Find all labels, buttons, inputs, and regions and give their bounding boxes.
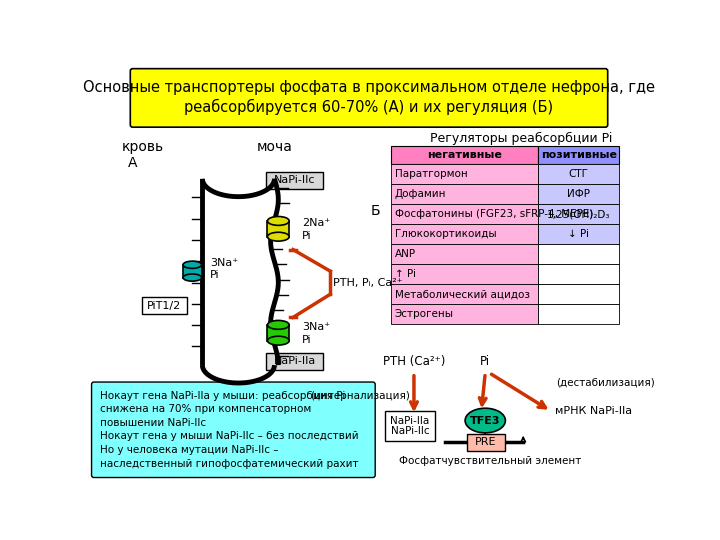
Text: NaPi-IIa: NaPi-IIa <box>274 356 316 366</box>
FancyBboxPatch shape <box>391 204 538 224</box>
Ellipse shape <box>267 232 289 241</box>
Ellipse shape <box>183 261 202 268</box>
Text: 1,25(OH)₂D₃: 1,25(OH)₂D₃ <box>547 209 611 219</box>
Text: негативные: негативные <box>427 150 502 160</box>
FancyBboxPatch shape <box>183 265 202 278</box>
Text: ANP: ANP <box>395 249 415 259</box>
Text: PTH, Pᵢ, Ca²⁺: PTH, Pᵢ, Ca²⁺ <box>333 278 403 288</box>
Text: Pi: Pi <box>210 270 220 280</box>
FancyBboxPatch shape <box>538 146 619 164</box>
Text: Дофамин: Дофамин <box>395 189 446 199</box>
Text: Фосфатонины (FGF23, sFRP-4, MEPE): Фосфатонины (FGF23, sFRP-4, MEPE) <box>395 209 593 219</box>
Text: Нокаут гена NaPi-IIa у мыши: реабсорбция Pi
снижена на 70% при компенсаторном
по: Нокаут гена NaPi-IIa у мыши: реабсорбция… <box>100 390 359 469</box>
Text: Регуляторы реабсорбции Pi: Регуляторы реабсорбции Pi <box>430 132 612 145</box>
Text: ИФР: ИФР <box>567 189 590 199</box>
Text: (интернализация): (интернализация) <box>310 391 410 401</box>
Text: TFE3: TFE3 <box>470 416 500 426</box>
Text: Фосфатчувствительный элемент: Фосфатчувствительный элемент <box>399 456 581 465</box>
Text: кровь: кровь <box>122 140 163 154</box>
FancyBboxPatch shape <box>391 224 538 244</box>
FancyBboxPatch shape <box>391 284 538 304</box>
Text: А: А <box>128 157 138 170</box>
FancyBboxPatch shape <box>538 204 619 224</box>
Text: позитивные: позитивные <box>541 150 616 160</box>
Text: ↓ Pi: ↓ Pi <box>568 229 589 239</box>
Text: PiT1/2: PiT1/2 <box>148 301 181 311</box>
Text: Pi: Pi <box>302 335 312 345</box>
Text: 3Na⁺: 3Na⁺ <box>210 259 238 268</box>
Ellipse shape <box>267 320 289 329</box>
Text: 3Na⁺: 3Na⁺ <box>302 322 330 332</box>
FancyBboxPatch shape <box>391 264 538 284</box>
Text: Основные транспортеры фосфата в проксимальном отделе нефрона, где: Основные транспортеры фосфата в проксима… <box>83 80 655 96</box>
Text: моча: моча <box>256 140 292 154</box>
FancyBboxPatch shape <box>385 411 435 441</box>
Ellipse shape <box>267 217 289 225</box>
FancyBboxPatch shape <box>538 264 619 284</box>
Ellipse shape <box>267 336 289 345</box>
FancyBboxPatch shape <box>91 382 375 477</box>
Text: NaPi-IIc: NaPi-IIc <box>274 176 315 185</box>
Text: мРНК NaPi-IIa: мРНК NaPi-IIa <box>555 406 632 416</box>
FancyBboxPatch shape <box>267 325 289 341</box>
FancyBboxPatch shape <box>391 146 538 164</box>
Text: PTH (Ca²⁺): PTH (Ca²⁺) <box>383 355 445 368</box>
Text: Эстрогены: Эстрогены <box>395 309 454 319</box>
FancyBboxPatch shape <box>391 244 538 264</box>
Ellipse shape <box>183 274 202 281</box>
FancyBboxPatch shape <box>538 284 619 304</box>
FancyBboxPatch shape <box>391 304 538 325</box>
FancyBboxPatch shape <box>467 434 505 450</box>
Text: Паратгормон: Паратгормон <box>395 169 467 179</box>
FancyBboxPatch shape <box>391 164 538 184</box>
Text: ↑ Pi: ↑ Pi <box>395 269 415 279</box>
Text: Pi: Pi <box>480 355 490 368</box>
Text: Б: Б <box>370 204 380 218</box>
FancyBboxPatch shape <box>266 353 323 370</box>
Text: реабсорбируется 60-70% (А) и их регуляция (Б): реабсорбируется 60-70% (А) и их регуляци… <box>184 99 554 115</box>
Text: Метаболический ацидоз: Метаболический ацидоз <box>395 289 530 299</box>
Ellipse shape <box>465 408 505 433</box>
FancyBboxPatch shape <box>538 224 619 244</box>
FancyBboxPatch shape <box>538 244 619 264</box>
Text: СТГ: СТГ <box>569 169 588 179</box>
FancyBboxPatch shape <box>538 164 619 184</box>
Text: Глюкокортикоиды: Глюкокортикоиды <box>395 229 496 239</box>
FancyBboxPatch shape <box>267 221 289 237</box>
Text: (дестабилизация): (дестабилизация) <box>557 378 655 388</box>
FancyBboxPatch shape <box>266 172 323 189</box>
FancyBboxPatch shape <box>130 69 608 127</box>
FancyBboxPatch shape <box>538 304 619 325</box>
Text: NaPi-IIc: NaPi-IIc <box>391 426 429 436</box>
Text: Pi: Pi <box>302 231 312 241</box>
Text: 2Na⁺: 2Na⁺ <box>302 218 330 228</box>
FancyBboxPatch shape <box>538 184 619 204</box>
Text: PRE: PRE <box>475 437 497 447</box>
FancyBboxPatch shape <box>391 184 538 204</box>
Text: NaPi-IIa: NaPi-IIa <box>390 416 430 426</box>
FancyBboxPatch shape <box>142 298 187 314</box>
